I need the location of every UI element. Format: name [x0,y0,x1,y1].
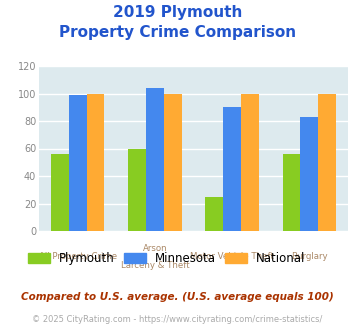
Text: © 2025 CityRating.com - https://www.cityrating.com/crime-statistics/: © 2025 CityRating.com - https://www.city… [32,315,323,324]
Bar [87,93,104,231]
Bar [51,154,69,231]
Text: All Property Crime: All Property Crime [39,252,117,261]
Bar [128,148,146,231]
Legend: Plymouth, Minnesota, National: Plymouth, Minnesota, National [24,247,310,270]
Bar [146,88,164,231]
Text: Arson: Arson [143,244,167,253]
Bar [206,197,223,231]
Bar [283,154,300,231]
Text: Motor Vehicle Theft: Motor Vehicle Theft [190,252,274,261]
Bar [318,93,336,231]
Text: 2019 Plymouth: 2019 Plymouth [113,5,242,20]
Bar [300,117,318,231]
Text: Burglary: Burglary [291,252,328,261]
Bar [241,93,259,231]
Bar [223,107,241,231]
Text: Property Crime Comparison: Property Crime Comparison [59,25,296,40]
Text: Larceny & Theft: Larceny & Theft [121,261,189,270]
Bar [69,95,87,231]
Bar [164,93,181,231]
Text: Compared to U.S. average. (U.S. average equals 100): Compared to U.S. average. (U.S. average … [21,292,334,302]
